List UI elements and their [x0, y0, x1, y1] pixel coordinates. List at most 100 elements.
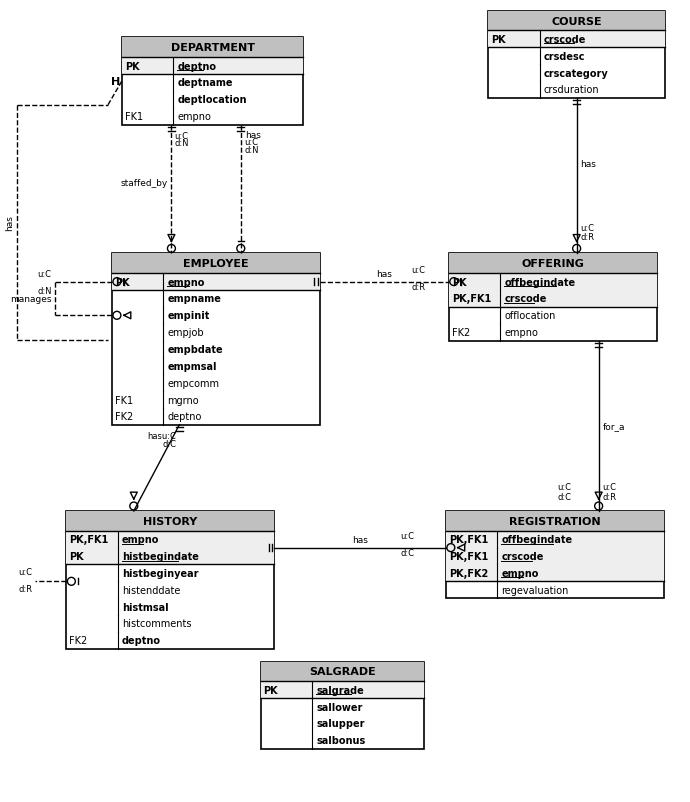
Text: hasu:C: hasu:C [148, 431, 177, 440]
Text: crscode: crscode [504, 294, 546, 304]
Bar [489, 11, 665, 99]
Text: histenddate: histenddate [122, 585, 180, 595]
Bar [112, 254, 320, 273]
Text: u:C: u:C [245, 138, 259, 148]
Text: deptno: deptno [177, 62, 217, 71]
Text: deptno: deptno [122, 635, 161, 646]
Text: salupper: salupper [316, 719, 364, 728]
Text: PK: PK [125, 62, 139, 71]
Bar [122, 58, 303, 75]
Text: SALGRADE: SALGRADE [309, 666, 376, 677]
Text: histmsal: histmsal [122, 602, 168, 612]
Bar [261, 662, 424, 749]
Text: d:N: d:N [175, 140, 189, 148]
Text: empinit: empinit [168, 311, 210, 321]
Bar [261, 662, 424, 682]
Text: empjob: empjob [168, 328, 204, 338]
Text: offbegindate: offbegindate [502, 535, 573, 545]
Text: HISTORY: HISTORY [144, 516, 197, 526]
Bar [112, 254, 320, 425]
Bar [122, 38, 303, 58]
Text: regevaluation: regevaluation [502, 585, 569, 595]
Bar [261, 682, 424, 699]
Text: d:C: d:C [400, 548, 414, 557]
Text: deptname: deptname [177, 79, 233, 88]
Text: manages: manages [10, 294, 52, 304]
Text: staffed_by: staffed_by [120, 179, 168, 188]
Bar [446, 512, 664, 598]
Bar [122, 38, 303, 125]
Text: crsdesc: crsdesc [544, 51, 585, 62]
Text: d:R: d:R [411, 282, 425, 291]
Text: crscode: crscode [502, 551, 544, 561]
Text: u:C: u:C [580, 223, 595, 233]
Text: empbdate: empbdate [168, 345, 223, 354]
Bar [66, 512, 275, 531]
Text: OFFERING: OFFERING [522, 259, 584, 269]
Bar [112, 273, 320, 290]
Text: crsduration: crsduration [544, 85, 600, 95]
Text: has: has [245, 131, 261, 140]
Text: u:C: u:C [175, 132, 188, 140]
Text: u:C: u:C [602, 483, 617, 492]
Text: PK: PK [264, 685, 278, 695]
Text: FK1: FK1 [115, 395, 133, 405]
Text: PK,FK1: PK,FK1 [70, 535, 108, 545]
Text: PK: PK [491, 34, 506, 45]
Text: PK: PK [70, 551, 84, 561]
Text: for_a: for_a [602, 422, 625, 431]
Text: PK,FK1: PK,FK1 [448, 551, 488, 561]
Text: salgrade: salgrade [316, 685, 364, 695]
Text: u:C: u:C [400, 531, 414, 540]
Text: PK,FK1: PK,FK1 [448, 535, 488, 545]
Text: u:C: u:C [19, 568, 32, 577]
Text: H: H [110, 77, 120, 87]
Text: DEPARTMENT: DEPARTMENT [170, 43, 255, 53]
Text: empno: empno [122, 535, 159, 545]
Text: PK: PK [115, 277, 130, 287]
Bar [66, 531, 275, 565]
Bar [489, 11, 665, 31]
Text: u:C: u:C [37, 269, 52, 278]
Text: d:R: d:R [602, 492, 617, 501]
Text: deptno: deptno [168, 412, 202, 422]
Text: FK2: FK2 [452, 328, 470, 338]
Text: salbonus: salbonus [316, 735, 365, 745]
Text: REGISTRATION: REGISTRATION [509, 516, 601, 526]
Text: histcomments: histcomments [122, 618, 191, 629]
Text: crscode: crscode [544, 34, 586, 45]
Text: histbegindate: histbegindate [122, 551, 199, 561]
Text: empname: empname [168, 294, 221, 304]
Text: d:R: d:R [580, 233, 595, 242]
Bar [448, 254, 657, 341]
Text: deptlocation: deptlocation [177, 95, 247, 105]
Text: empno: empno [168, 277, 205, 287]
Text: d:R: d:R [19, 585, 32, 593]
Text: d:N: d:N [37, 286, 52, 295]
Bar [448, 254, 657, 273]
Text: FK2: FK2 [115, 412, 133, 422]
Text: empcomm: empcomm [168, 379, 219, 388]
Text: PK: PK [452, 277, 466, 287]
Text: offlocation: offlocation [504, 311, 555, 321]
Bar [446, 531, 664, 581]
Text: offbegindate: offbegindate [504, 277, 575, 287]
Text: has: has [377, 269, 393, 278]
Text: FK1: FK1 [125, 112, 143, 122]
Text: has: has [580, 160, 596, 169]
Text: u:C: u:C [557, 483, 571, 492]
Text: u:C: u:C [411, 265, 425, 274]
Text: PK,FK1: PK,FK1 [452, 294, 491, 304]
Text: mgrno: mgrno [168, 395, 199, 405]
Bar [489, 31, 665, 48]
Text: sallower: sallower [316, 702, 362, 711]
Text: empno: empno [177, 112, 211, 122]
Text: EMPLOYEE: EMPLOYEE [184, 259, 249, 269]
Text: d:C: d:C [162, 439, 177, 448]
Text: empmsal: empmsal [168, 362, 217, 371]
Text: empno: empno [504, 328, 538, 338]
Text: empno: empno [502, 568, 539, 578]
Text: FK2: FK2 [70, 635, 88, 646]
Text: d:C: d:C [557, 492, 571, 501]
Text: PK,FK2: PK,FK2 [448, 568, 488, 578]
